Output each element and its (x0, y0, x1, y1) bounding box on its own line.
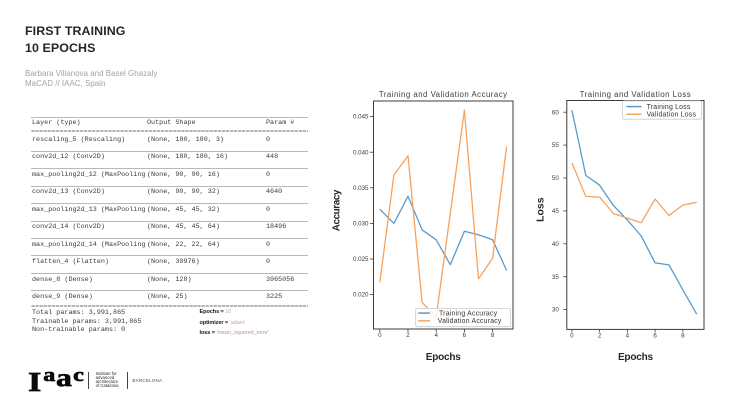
svg-text:0.025: 0.025 (353, 256, 369, 263)
svg-text:0.035: 0.035 (353, 185, 369, 192)
svg-text:Loss: Loss (534, 197, 546, 222)
svg-text:50: 50 (552, 175, 559, 182)
svg-text:Validation Accuracy: Validation Accuracy (438, 318, 502, 325)
svg-text:0: 0 (570, 332, 574, 339)
svg-text:4: 4 (434, 332, 438, 339)
svg-text:6: 6 (653, 332, 657, 339)
svg-text:8: 8 (681, 332, 685, 339)
svg-text:0: 0 (378, 332, 382, 339)
svg-text:0.020: 0.020 (353, 292, 369, 299)
svg-text:Training and Validation Loss: Training and Validation Loss (580, 90, 692, 99)
svg-text:4: 4 (626, 332, 630, 339)
svg-text:Training Loss: Training Loss (647, 104, 691, 111)
svg-text:2: 2 (406, 332, 410, 339)
svg-text:Validation Loss: Validation Loss (647, 112, 697, 119)
svg-text:35: 35 (552, 274, 559, 281)
svg-text:0.040: 0.040 (353, 149, 369, 156)
svg-text:0.030: 0.030 (353, 221, 369, 228)
svg-text:8: 8 (491, 332, 495, 339)
svg-text:Epochs: Epochs (618, 352, 654, 363)
svg-text:55: 55 (552, 142, 559, 149)
svg-text:Epochs: Epochs (426, 352, 462, 363)
svg-text:6: 6 (463, 332, 467, 339)
svg-text:0.045: 0.045 (353, 114, 369, 121)
svg-text:Training and Validation Accura: Training and Validation Accuracy (379, 90, 508, 99)
svg-text:2: 2 (598, 332, 602, 339)
svg-text:Training Accuracy: Training Accuracy (439, 310, 498, 317)
svg-text:40: 40 (552, 241, 559, 248)
svg-text:60: 60 (552, 109, 559, 116)
svg-text:30: 30 (552, 307, 559, 314)
svg-text:Accuracy: Accuracy (331, 189, 342, 231)
svg-text:45: 45 (552, 208, 559, 215)
